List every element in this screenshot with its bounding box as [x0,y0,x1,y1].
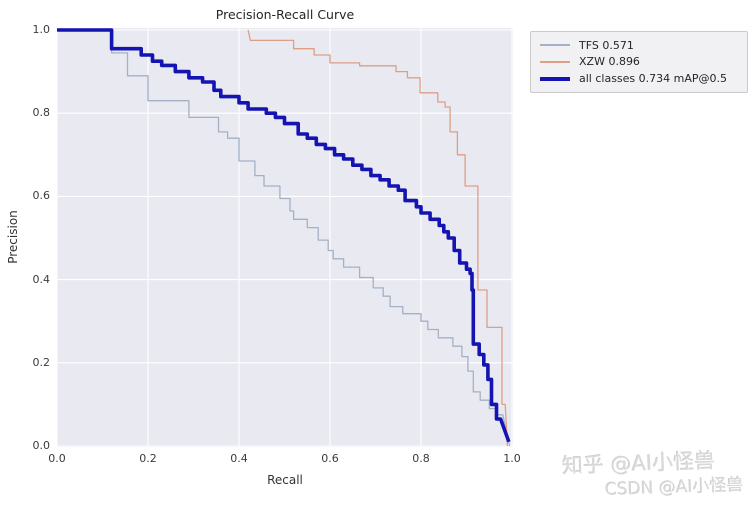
y-tick-label: 0.6 [32,189,51,203]
legend-swatch [540,76,570,81]
x-tick-label: 0.4 [230,452,248,465]
legend-swatch [540,44,570,47]
y-tick-label: 0.8 [32,106,51,120]
curve-tfs [57,29,511,447]
legend-label: XZW 0.896 [579,55,640,69]
plot-area [57,28,513,447]
legend: TFS 0.571 XZW 0.896 all classes 0.734 mAP@… [530,31,748,93]
x-tick-label: 1.0 [503,452,521,465]
x-tick-label: 0.6 [321,452,339,465]
curve-xzw [247,29,509,447]
x-tick-label: 0.8 [412,452,430,465]
y-tick-label: 0.0 [32,439,51,452]
legend-item: all classes 0.734 mAP@0.5 [540,72,738,85]
legend-item: TFS 0.571 [540,39,738,52]
chart-title: Precision-Recall Curve [215,7,355,22]
y-axis-label: Precision [6,210,20,264]
x-axis-label: Recall [267,473,303,487]
curve-all-classes [57,28,511,443]
legend-label: TFS 0.571 [579,38,634,52]
y-tick-label: 1.0 [32,23,51,36]
y-tick-label: 0.2 [32,355,51,369]
legend-item: XZW 0.896 [540,55,738,68]
legend-swatch [540,60,570,63]
x-tick-label: 0.0 [48,452,66,465]
legend-label: all classes 0.734 mAP@0.5 [579,72,728,86]
x-tick-label: 0.2 [139,452,157,465]
watermark-csdn: CSDN @AI小怪兽 [604,475,744,500]
y-tick-label: 0.4 [32,272,51,286]
